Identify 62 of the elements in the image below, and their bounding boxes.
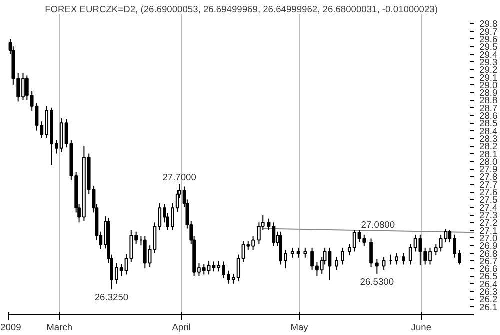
x-tick-label: April [172, 322, 191, 332]
y-tick-label: 28.1 [480, 149, 498, 160]
y-tick-label: 27.7 [480, 180, 498, 190]
x-tick-label: June [411, 322, 432, 332]
x-tick-label: May [290, 322, 309, 332]
candlestick [395, 252, 399, 266]
chart-title: FOREX EURCZK=D2, (26.69000053, 26.69499969, 26.64999962, 26.68000031, -0.01000023) [45, 4, 438, 14]
y-tick-label: 29.8 [480, 19, 498, 30]
y-tick-label: 28.5 [480, 118, 498, 129]
y-tick-label: 27.9 [480, 164, 498, 175]
y-tick-label: 27.3 [480, 210, 498, 221]
y-tick-label: 27.4 [480, 202, 498, 213]
candlestick [370, 238, 373, 268]
candlestick [375, 258, 379, 274]
y-tick-label: 26.2 [480, 294, 498, 305]
y-tick-label: 29.5 [480, 42, 498, 52]
y-tick-label: 27.0 [480, 233, 498, 244]
candlestick [382, 256, 386, 271]
y-tick-label: 27.8 [480, 172, 498, 182]
y-tick-label: 29.6 [480, 34, 498, 44]
candlestick [290, 247, 294, 258]
y-tick-label: 29.0 [480, 80, 498, 90]
annotation: 26.5300 [360, 276, 394, 287]
candlestick [272, 222, 276, 247]
candlestick [328, 247, 332, 281]
y-tick-label: 28.3 [480, 134, 498, 144]
y-tick-label: 26.5 [480, 272, 498, 282]
y-tick-label: 26.1 [480, 302, 498, 312]
y-tick-label: 27.1 [480, 226, 498, 236]
y-tick-label: 26.9 [480, 241, 498, 252]
candlestick [267, 218, 271, 231]
annotation: 27.7000 [162, 172, 196, 182]
y-tick-label: 29.2 [480, 65, 498, 76]
y-tick-label: 27.6 [480, 188, 498, 198]
y-tick-label: 28.6 [480, 111, 498, 122]
y-tick-label: 28.0 [480, 156, 498, 167]
y-tick-label: 26.6 [480, 264, 498, 274]
y-tick-label: 29.7 [480, 26, 498, 37]
y-tick-label: 28.2 [480, 142, 498, 152]
y-tick-label: 26.3 [480, 287, 498, 298]
y-tick-label: 26.8 [480, 248, 498, 259]
annotation: 27.0800 [361, 220, 396, 230]
candlestick [304, 247, 308, 258]
y-tick-label: 28.7 [480, 103, 498, 114]
candlestick [402, 252, 406, 266]
y-tick-label: 26.7 [480, 256, 498, 266]
y-tick-label: 28.9 [480, 88, 498, 98]
y-tick-label: 27.5 [480, 195, 498, 206]
y-tick-label: 28.8 [480, 96, 498, 106]
candlestick [335, 256, 339, 271]
x-tick-label: March [46, 322, 73, 332]
candlestick [296, 247, 300, 258]
y-tick-label: 28.4 [480, 126, 498, 136]
y-tick-label: 29.4 [480, 50, 498, 60]
candlestick [26, 75, 29, 101]
annotation: 26.3250 [94, 292, 129, 303]
candlestick [341, 247, 344, 266]
x-tick-label: 2009 [0, 322, 22, 332]
y-tick-label: 29.3 [480, 57, 498, 68]
y-tick-label: 27.2 [480, 218, 498, 228]
y-tick-label: 29.1 [480, 72, 498, 83]
y-tick-label: 26.4 [480, 279, 498, 290]
